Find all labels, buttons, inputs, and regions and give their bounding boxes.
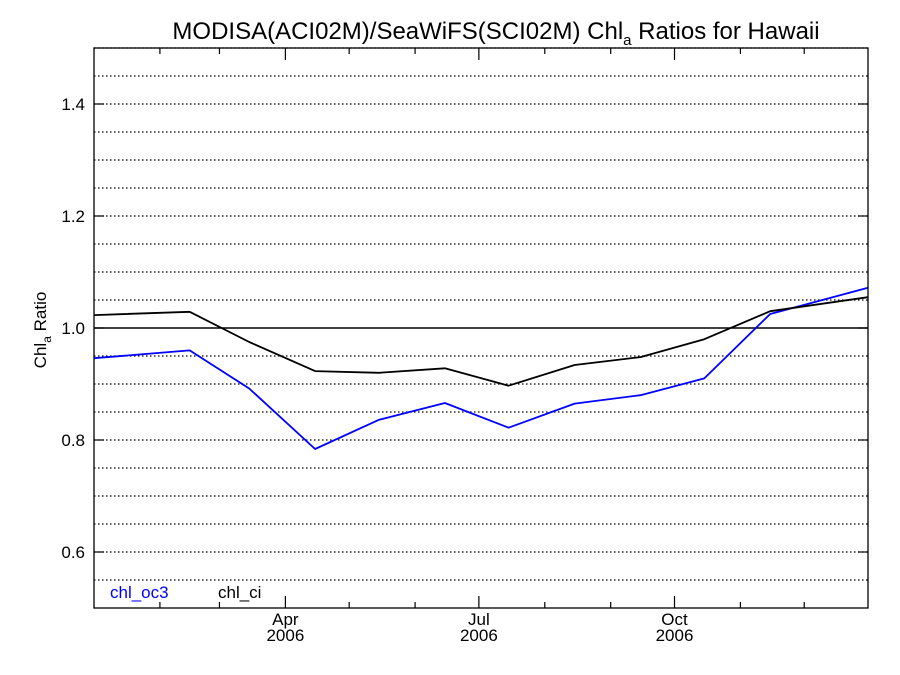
x-tick-label-month: Jul bbox=[468, 610, 490, 629]
x-tick-label-year: 2006 bbox=[656, 626, 694, 645]
chart-title: MODISA(ACI02M)/SeaWiFS(SCI02M) Chla Rati… bbox=[172, 18, 819, 49]
series-lines bbox=[93, 286, 869, 450]
y-tick-label: 1.2 bbox=[61, 207, 85, 226]
y-axis-ticks: 0.6 0.8 1.0 1.2 1.4 bbox=[61, 95, 868, 562]
y-tick-label: 1.0 bbox=[61, 319, 85, 338]
x-tick-label-year: 2006 bbox=[266, 626, 304, 645]
legend-chl-oc3: chl_oc3 bbox=[110, 583, 169, 602]
chart-title-main: MODISA(ACI02M)/SeaWiFS(SCI02M) Chl bbox=[172, 18, 623, 45]
y-axis-label-rest: Ratio bbox=[31, 292, 50, 336]
gridlines bbox=[94, 47, 868, 581]
y-axis-label-main: Chl bbox=[31, 343, 50, 369]
chart-title-subscript: a bbox=[623, 32, 632, 49]
series-line-chl-oc3 bbox=[93, 286, 869, 450]
y-axis-label-subscript: a bbox=[40, 336, 54, 343]
y-tick-label: 1.4 bbox=[61, 95, 85, 114]
y-axis-label: Chla Ratio bbox=[31, 292, 54, 369]
y-tick-label: 0.6 bbox=[61, 543, 85, 562]
series-line-chl-ci bbox=[93, 296, 869, 387]
y-tick-label: 0.8 bbox=[61, 431, 85, 450]
x-tick-label-month: Oct bbox=[661, 610, 688, 629]
legend-chl-ci: chl_ci bbox=[218, 583, 261, 602]
chart-title-rest: Ratios for Hawaii bbox=[632, 18, 820, 45]
x-tick-label-month: Apr bbox=[272, 610, 299, 629]
x-tick-label-year: 2006 bbox=[460, 626, 498, 645]
